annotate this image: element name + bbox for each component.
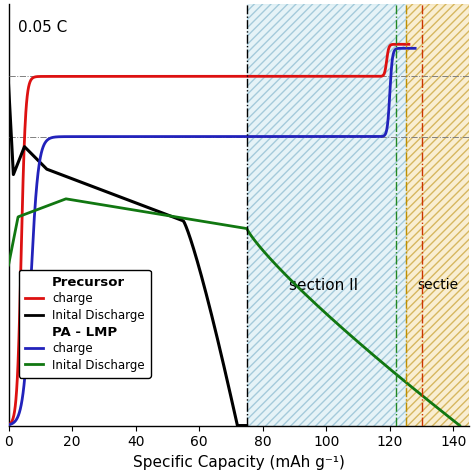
Legend: Precursor, charge, Inital Discharge, PA - LMP, charge, Inital Discharge: Precursor, charge, Inital Discharge, PA … [19,270,151,377]
X-axis label: Specific Capacity (mAh g⁻¹): Specific Capacity (mAh g⁻¹) [133,455,345,470]
Bar [406,4,469,426]
Text: 0.05 C: 0.05 C [18,20,67,35]
Text: sectie: sectie [417,278,458,292]
Bar [406,4,469,426]
Bar [247,4,406,426]
Bar [247,4,406,426]
Text: section II: section II [289,278,358,292]
